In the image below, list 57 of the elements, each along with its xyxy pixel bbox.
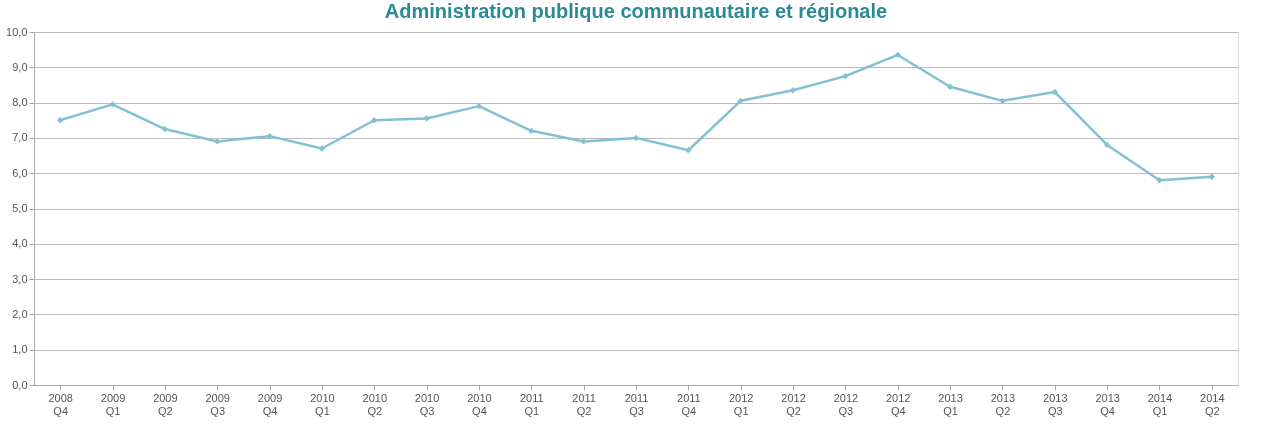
point [528, 127, 535, 134]
y-tick-label: 8,0 [12, 96, 28, 109]
x-tick-label: 2013 Q1 [938, 391, 963, 417]
point [1208, 173, 1215, 180]
x-tick-label: 2009 Q4 [257, 391, 283, 417]
x-tick-label: 2011 Q2 [572, 391, 596, 417]
point [842, 72, 849, 80]
x-tick-label: 2009 Q1 [100, 391, 126, 417]
point [999, 97, 1006, 104]
point [1051, 88, 1058, 96]
y-tick-label: 1,0 [12, 343, 28, 356]
point [266, 132, 273, 140]
x-tick-label: 2012 Q3 [833, 391, 859, 417]
y-tick-label: 2,0 [12, 307, 28, 320]
x-tick-label: 2012 Q1 [728, 391, 754, 417]
x-tick-label: 2014 Q1 [1147, 391, 1173, 417]
point [109, 101, 116, 108]
y-tick-label: 7,0 [12, 131, 28, 144]
x-tick-label: 2012 Q4 [886, 391, 911, 417]
point [214, 138, 221, 145]
y-tick-label: 0,0 [12, 378, 28, 391]
x-tick-label: 2013 Q4 [1095, 391, 1120, 417]
x-tick-label: 2010 Q2 [362, 391, 387, 417]
point [161, 125, 169, 133]
x-tick-label: 2010 Q4 [467, 391, 492, 417]
point [737, 97, 744, 104]
x-tick-label: 2009 Q2 [153, 391, 178, 417]
point [894, 51, 901, 59]
point [946, 83, 954, 90]
x-tick-label: 2011 Q1 [519, 391, 544, 417]
y-tick-label: 3,0 [12, 272, 28, 285]
point [789, 87, 797, 94]
y-tick-label: 4,0 [12, 237, 28, 250]
x-tick-label: 2011 Q4 [677, 391, 701, 417]
point [1156, 177, 1163, 184]
x-tick-label: 2012 Q2 [781, 391, 806, 417]
point [371, 117, 378, 124]
point [475, 102, 483, 110]
point [685, 147, 692, 154]
y-tick-label: 6,0 [12, 166, 28, 179]
y-tick-label: 9,0 [12, 60, 28, 73]
x-tick-label: 2013 Q3 [1043, 391, 1068, 417]
y-tick-label: 10,0 [6, 25, 28, 38]
point [57, 117, 64, 124]
chart-title: Administration publique communautaire et régionale [384, 0, 888, 22]
point [423, 115, 430, 122]
x-tick-label: 2010 Q1 [310, 391, 335, 417]
point [1103, 141, 1111, 149]
x-tick-label: 2011 Q3 [624, 391, 649, 417]
x-tick-label: 2008 Q4 [48, 391, 73, 417]
point [580, 138, 587, 145]
y-tick-label: 5,0 [12, 202, 28, 214]
x-tick-label: 2014 Q2 [1200, 391, 1225, 417]
x-tick-label: 2009 Q3 [205, 391, 230, 417]
point [318, 145, 326, 152]
x-tick-label: 2013 Q2 [990, 391, 1016, 417]
x-tick-label: 2010 Q3 [414, 391, 440, 417]
